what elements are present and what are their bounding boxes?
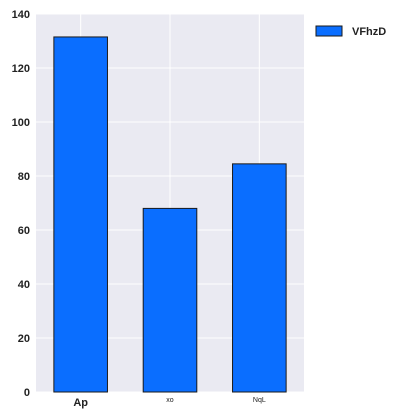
y-tick-label: 100 [12, 117, 30, 129]
y-tick-label: 140 [12, 9, 30, 21]
bar-Ap [53, 36, 108, 393]
y-tick-label: 80 [18, 171, 30, 183]
bar-xo [142, 207, 198, 393]
y-tick-label: 60 [18, 225, 30, 237]
y-tick-label: 120 [12, 63, 30, 75]
legend: VFhzD [315, 25, 386, 38]
y-tick-label: 40 [18, 279, 30, 291]
legend-swatch [315, 25, 343, 37]
y-tick-label: 0 [24, 387, 30, 399]
x-tick-label: xo [166, 397, 174, 404]
bars [53, 36, 287, 393]
bar-NqL [232, 163, 287, 393]
y-tick-labels: 0 20 40 60 80 100 120 140 [12, 9, 30, 399]
x-tick-label: NqL [253, 397, 266, 404]
x-tick-label: Ap [73, 397, 88, 409]
x-tick-labels: Ap xo NqL [73, 397, 266, 409]
legend-label: VFhzD [352, 26, 386, 38]
y-tick-label: 20 [18, 333, 30, 345]
